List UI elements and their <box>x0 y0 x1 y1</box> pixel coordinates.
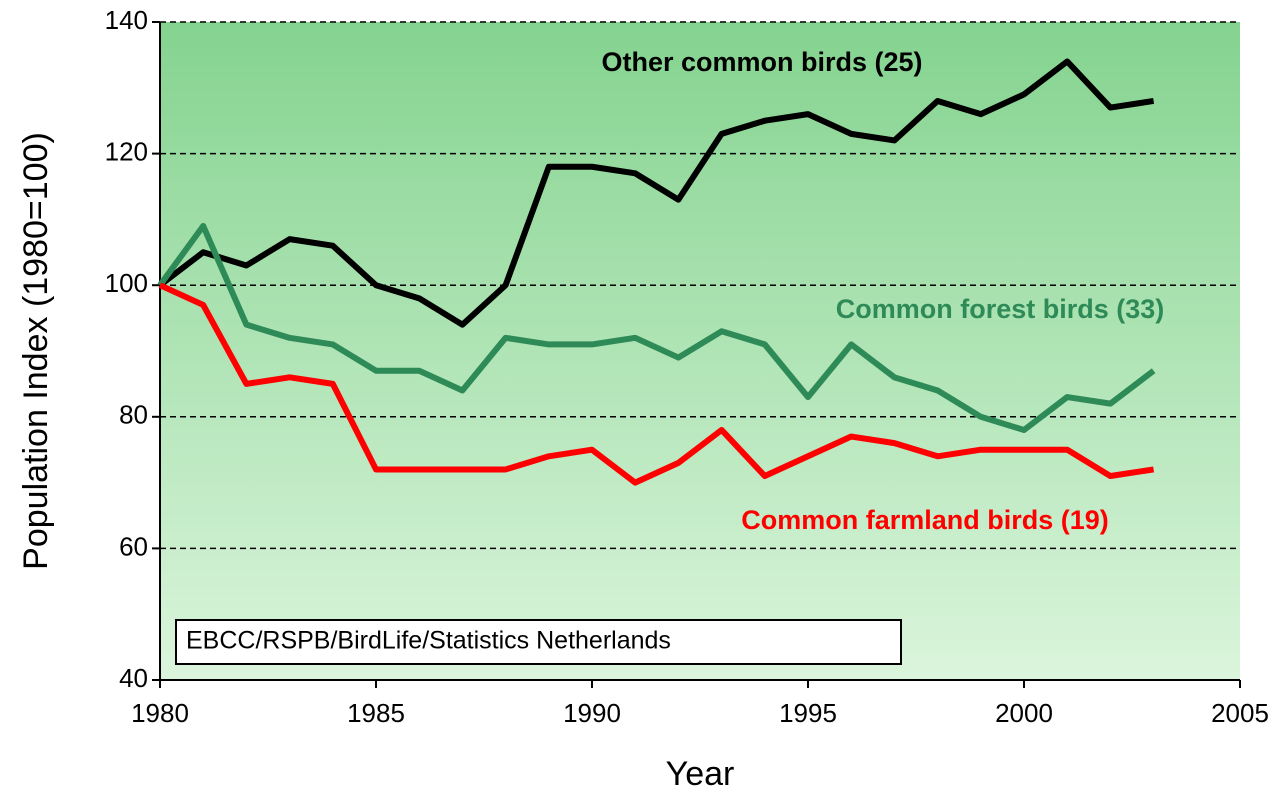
x-tick-label: 1980 <box>131 698 189 728</box>
x-tick-label: 2005 <box>1211 698 1269 728</box>
plot-area <box>160 22 1240 680</box>
y-tick-label: 60 <box>119 531 148 561</box>
series-line <box>158 282 1155 486</box>
source-text: EBCC/RSPB/BirdLife/Statistics Netherland… <box>186 627 671 655</box>
x-tick-label: 1995 <box>779 698 837 728</box>
series-line <box>158 58 1155 328</box>
y-tick-label: 120 <box>105 136 148 166</box>
y-axis-title: Population Index (1980=100) <box>17 132 55 570</box>
x-axis-title: Year <box>666 755 735 793</box>
source-box <box>175 619 902 665</box>
x-tick-label: 1990 <box>563 698 621 728</box>
series-label: Common farmland birds (19) <box>741 505 1109 535</box>
y-tick-label: 80 <box>119 400 148 430</box>
y-tick-label: 140 <box>105 5 148 35</box>
series-label: Other common birds (25) <box>601 47 922 77</box>
series-line <box>157 222 1156 433</box>
y-tick-label: 100 <box>105 268 148 298</box>
x-tick-label: 1985 <box>347 698 405 728</box>
x-tick-label: 2000 <box>995 698 1053 728</box>
y-tick-label: 40 <box>119 663 148 693</box>
series-label: Common forest birds (33) <box>836 294 1165 324</box>
